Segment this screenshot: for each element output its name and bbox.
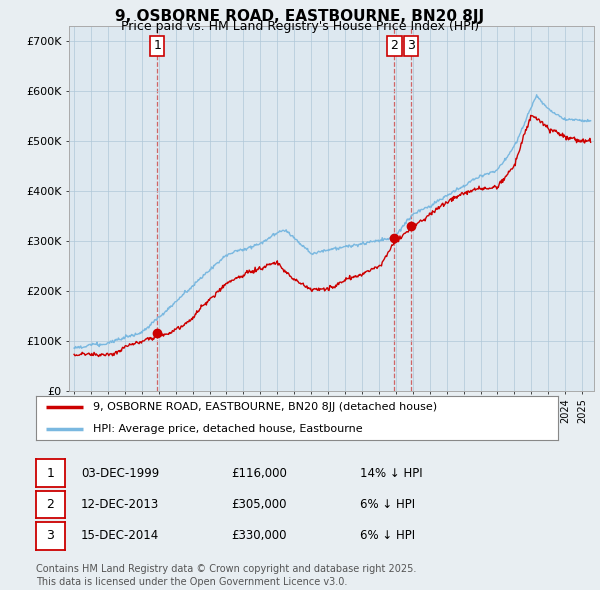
Text: 12-DEC-2013: 12-DEC-2013 <box>81 498 159 511</box>
Text: 9, OSBORNE ROAD, EASTBOURNE, BN20 8JJ: 9, OSBORNE ROAD, EASTBOURNE, BN20 8JJ <box>115 9 485 24</box>
Text: 3: 3 <box>46 529 55 542</box>
Text: 14% ↓ HPI: 14% ↓ HPI <box>360 467 422 480</box>
Text: 3: 3 <box>407 40 415 53</box>
Text: £305,000: £305,000 <box>231 498 287 511</box>
Text: Contains HM Land Registry data © Crown copyright and database right 2025.
This d: Contains HM Land Registry data © Crown c… <box>36 564 416 587</box>
Text: HPI: Average price, detached house, Eastbourne: HPI: Average price, detached house, East… <box>94 424 363 434</box>
Text: 6% ↓ HPI: 6% ↓ HPI <box>360 529 415 542</box>
Text: 15-DEC-2014: 15-DEC-2014 <box>81 529 159 542</box>
Text: £330,000: £330,000 <box>231 529 287 542</box>
Text: £116,000: £116,000 <box>231 467 287 480</box>
Text: 6% ↓ HPI: 6% ↓ HPI <box>360 498 415 511</box>
Text: 9, OSBORNE ROAD, EASTBOURNE, BN20 8JJ (detached house): 9, OSBORNE ROAD, EASTBOURNE, BN20 8JJ (d… <box>94 402 437 412</box>
Text: 2: 2 <box>391 40 398 53</box>
Text: Price paid vs. HM Land Registry's House Price Index (HPI): Price paid vs. HM Land Registry's House … <box>121 20 479 33</box>
Text: 1: 1 <box>154 40 161 53</box>
Text: 1: 1 <box>46 467 55 480</box>
Text: 2: 2 <box>46 498 55 511</box>
Text: 03-DEC-1999: 03-DEC-1999 <box>81 467 159 480</box>
